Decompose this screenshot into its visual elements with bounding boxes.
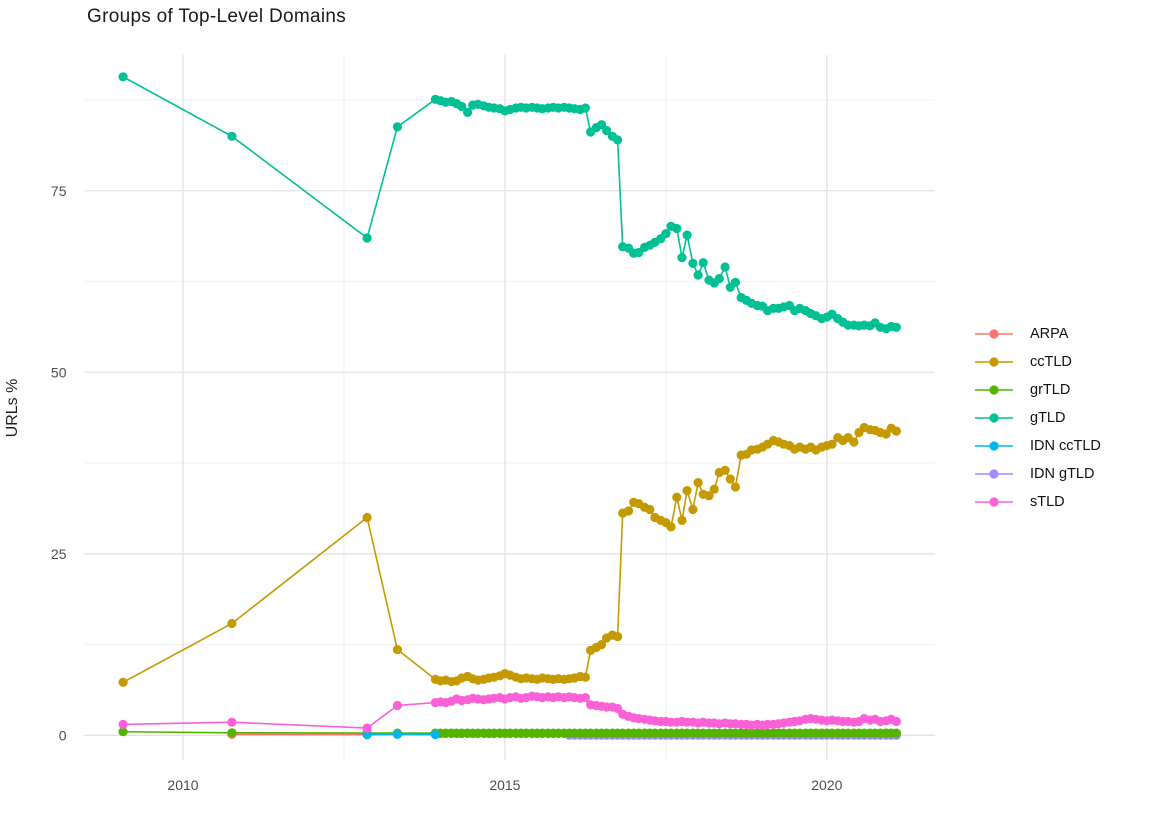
data-point-gtld bbox=[672, 223, 682, 234]
data-point-cctld bbox=[118, 677, 128, 687]
data-point-cctld bbox=[693, 478, 703, 488]
series-line-gtld bbox=[122, 76, 897, 330]
data-point-cctld bbox=[666, 522, 676, 532]
legend-key-idn-gtld bbox=[975, 469, 1013, 479]
legend-item-stld: sTLD bbox=[972, 488, 1101, 516]
legend-label-arpa: ARPA bbox=[1030, 326, 1069, 342]
data-point-idn-cctld bbox=[362, 730, 372, 740]
data-point-gtld bbox=[463, 107, 473, 117]
data-point-stld bbox=[227, 717, 237, 727]
data-point-cctld bbox=[623, 506, 634, 516]
legend-key-point bbox=[989, 497, 999, 507]
y-tick-label: 25 bbox=[51, 546, 67, 562]
data-point-gtld bbox=[714, 274, 724, 284]
data-point-grtld bbox=[891, 728, 902, 738]
data-point-cctld bbox=[596, 640, 607, 650]
legend-item-gtld: gTLD bbox=[972, 404, 1101, 432]
legend-key-point bbox=[989, 469, 999, 479]
data-point-idn-cctld bbox=[392, 729, 402, 740]
data-point-gtld bbox=[227, 131, 237, 141]
legend-item-grtld: grTLD bbox=[972, 376, 1101, 404]
data-point-gtld bbox=[661, 229, 671, 239]
data-point-cctld bbox=[677, 515, 687, 526]
legend-label-cctld: ccTLD bbox=[1030, 354, 1072, 370]
legend-key-gtld bbox=[975, 413, 1013, 423]
x-tick-label: 2020 bbox=[811, 777, 842, 793]
data-point-cctld bbox=[827, 439, 837, 449]
legend-key-stld bbox=[975, 497, 1013, 507]
data-point-gtld bbox=[720, 262, 730, 272]
data-point-cctld bbox=[645, 504, 655, 515]
legend-item-idn-gtld: IDN gTLD bbox=[972, 460, 1101, 488]
data-point-cctld bbox=[730, 482, 741, 492]
legend-label-idn-cctld: IDN ccTLD bbox=[1030, 438, 1101, 454]
data-point-grtld bbox=[227, 728, 237, 738]
data-point-idn-cctld bbox=[430, 730, 440, 740]
data-point-cctld bbox=[362, 512, 372, 523]
y-tick-label: 0 bbox=[59, 727, 67, 743]
legend-key-grtld bbox=[975, 385, 1013, 395]
data-point-cctld bbox=[392, 645, 402, 655]
chart-title: Groups of Top-Level Domains bbox=[87, 6, 347, 27]
legend-item-idn-cctld: IDN ccTLD bbox=[972, 432, 1101, 460]
data-point-cctld bbox=[720, 465, 730, 475]
x-tick-label: 2015 bbox=[489, 777, 520, 793]
data-point-stld bbox=[118, 719, 128, 730]
data-point-gtld bbox=[580, 103, 591, 113]
data-point-gtld bbox=[392, 122, 402, 132]
data-point-gtld bbox=[688, 258, 698, 268]
legend-key-idn-cctld bbox=[975, 441, 1013, 451]
data-point-gtld bbox=[891, 322, 902, 332]
data-point-gtld bbox=[118, 72, 128, 82]
legend-key-cctld bbox=[975, 357, 1013, 367]
data-point-cctld bbox=[672, 492, 682, 502]
data-point-cctld bbox=[709, 484, 719, 494]
data-point-stld bbox=[891, 716, 902, 727]
data-point-gtld bbox=[698, 258, 708, 268]
data-point-gtld bbox=[457, 101, 467, 112]
data-point-stld bbox=[580, 693, 591, 703]
legend: ARPA ccTLD grTLD gTLD IDN ccTLD IDN gTLD sTLD bbox=[972, 320, 1101, 516]
data-point-cctld bbox=[891, 426, 902, 436]
legend-key-point bbox=[989, 385, 999, 395]
legend-item-arpa: ARPA bbox=[972, 320, 1101, 348]
data-point-cctld bbox=[580, 672, 591, 682]
legend-label-grtld: grTLD bbox=[1030, 382, 1071, 398]
data-point-cctld bbox=[725, 474, 735, 484]
data-point-gtld bbox=[693, 270, 703, 280]
legend-key-arpa bbox=[975, 329, 1013, 339]
data-point-stld bbox=[362, 723, 372, 733]
legend-key-point bbox=[989, 329, 999, 339]
legend-key-point bbox=[989, 413, 999, 423]
data-point-gtld bbox=[730, 277, 741, 287]
data-point-gtld bbox=[613, 135, 623, 145]
data-point-cctld bbox=[704, 491, 714, 501]
data-point-cctld bbox=[682, 486, 692, 496]
data-point-gtld bbox=[362, 233, 372, 243]
legend-label-stld: sTLD bbox=[1030, 494, 1065, 510]
data-point-cctld bbox=[849, 437, 859, 447]
legend-key-point bbox=[989, 357, 999, 367]
data-point-cctld bbox=[613, 632, 623, 642]
data-point-cctld bbox=[227, 618, 237, 629]
data-point-gtld bbox=[682, 230, 692, 240]
legend-key-point bbox=[989, 441, 999, 451]
data-point-gtld bbox=[677, 253, 687, 263]
x-tick-label: 2010 bbox=[167, 777, 198, 793]
legend-label-idn-gtld: IDN gTLD bbox=[1030, 466, 1095, 482]
data-point-grtld bbox=[118, 727, 128, 737]
data-point-cctld bbox=[688, 504, 698, 515]
y-tick-label: 50 bbox=[51, 364, 67, 380]
legend-label-gtld: gTLD bbox=[1030, 410, 1066, 426]
y-tick-label: 75 bbox=[51, 183, 67, 199]
legend-item-cctld: ccTLD bbox=[972, 348, 1101, 376]
data-point-gtld bbox=[602, 125, 612, 136]
data-point-stld bbox=[392, 700, 402, 711]
